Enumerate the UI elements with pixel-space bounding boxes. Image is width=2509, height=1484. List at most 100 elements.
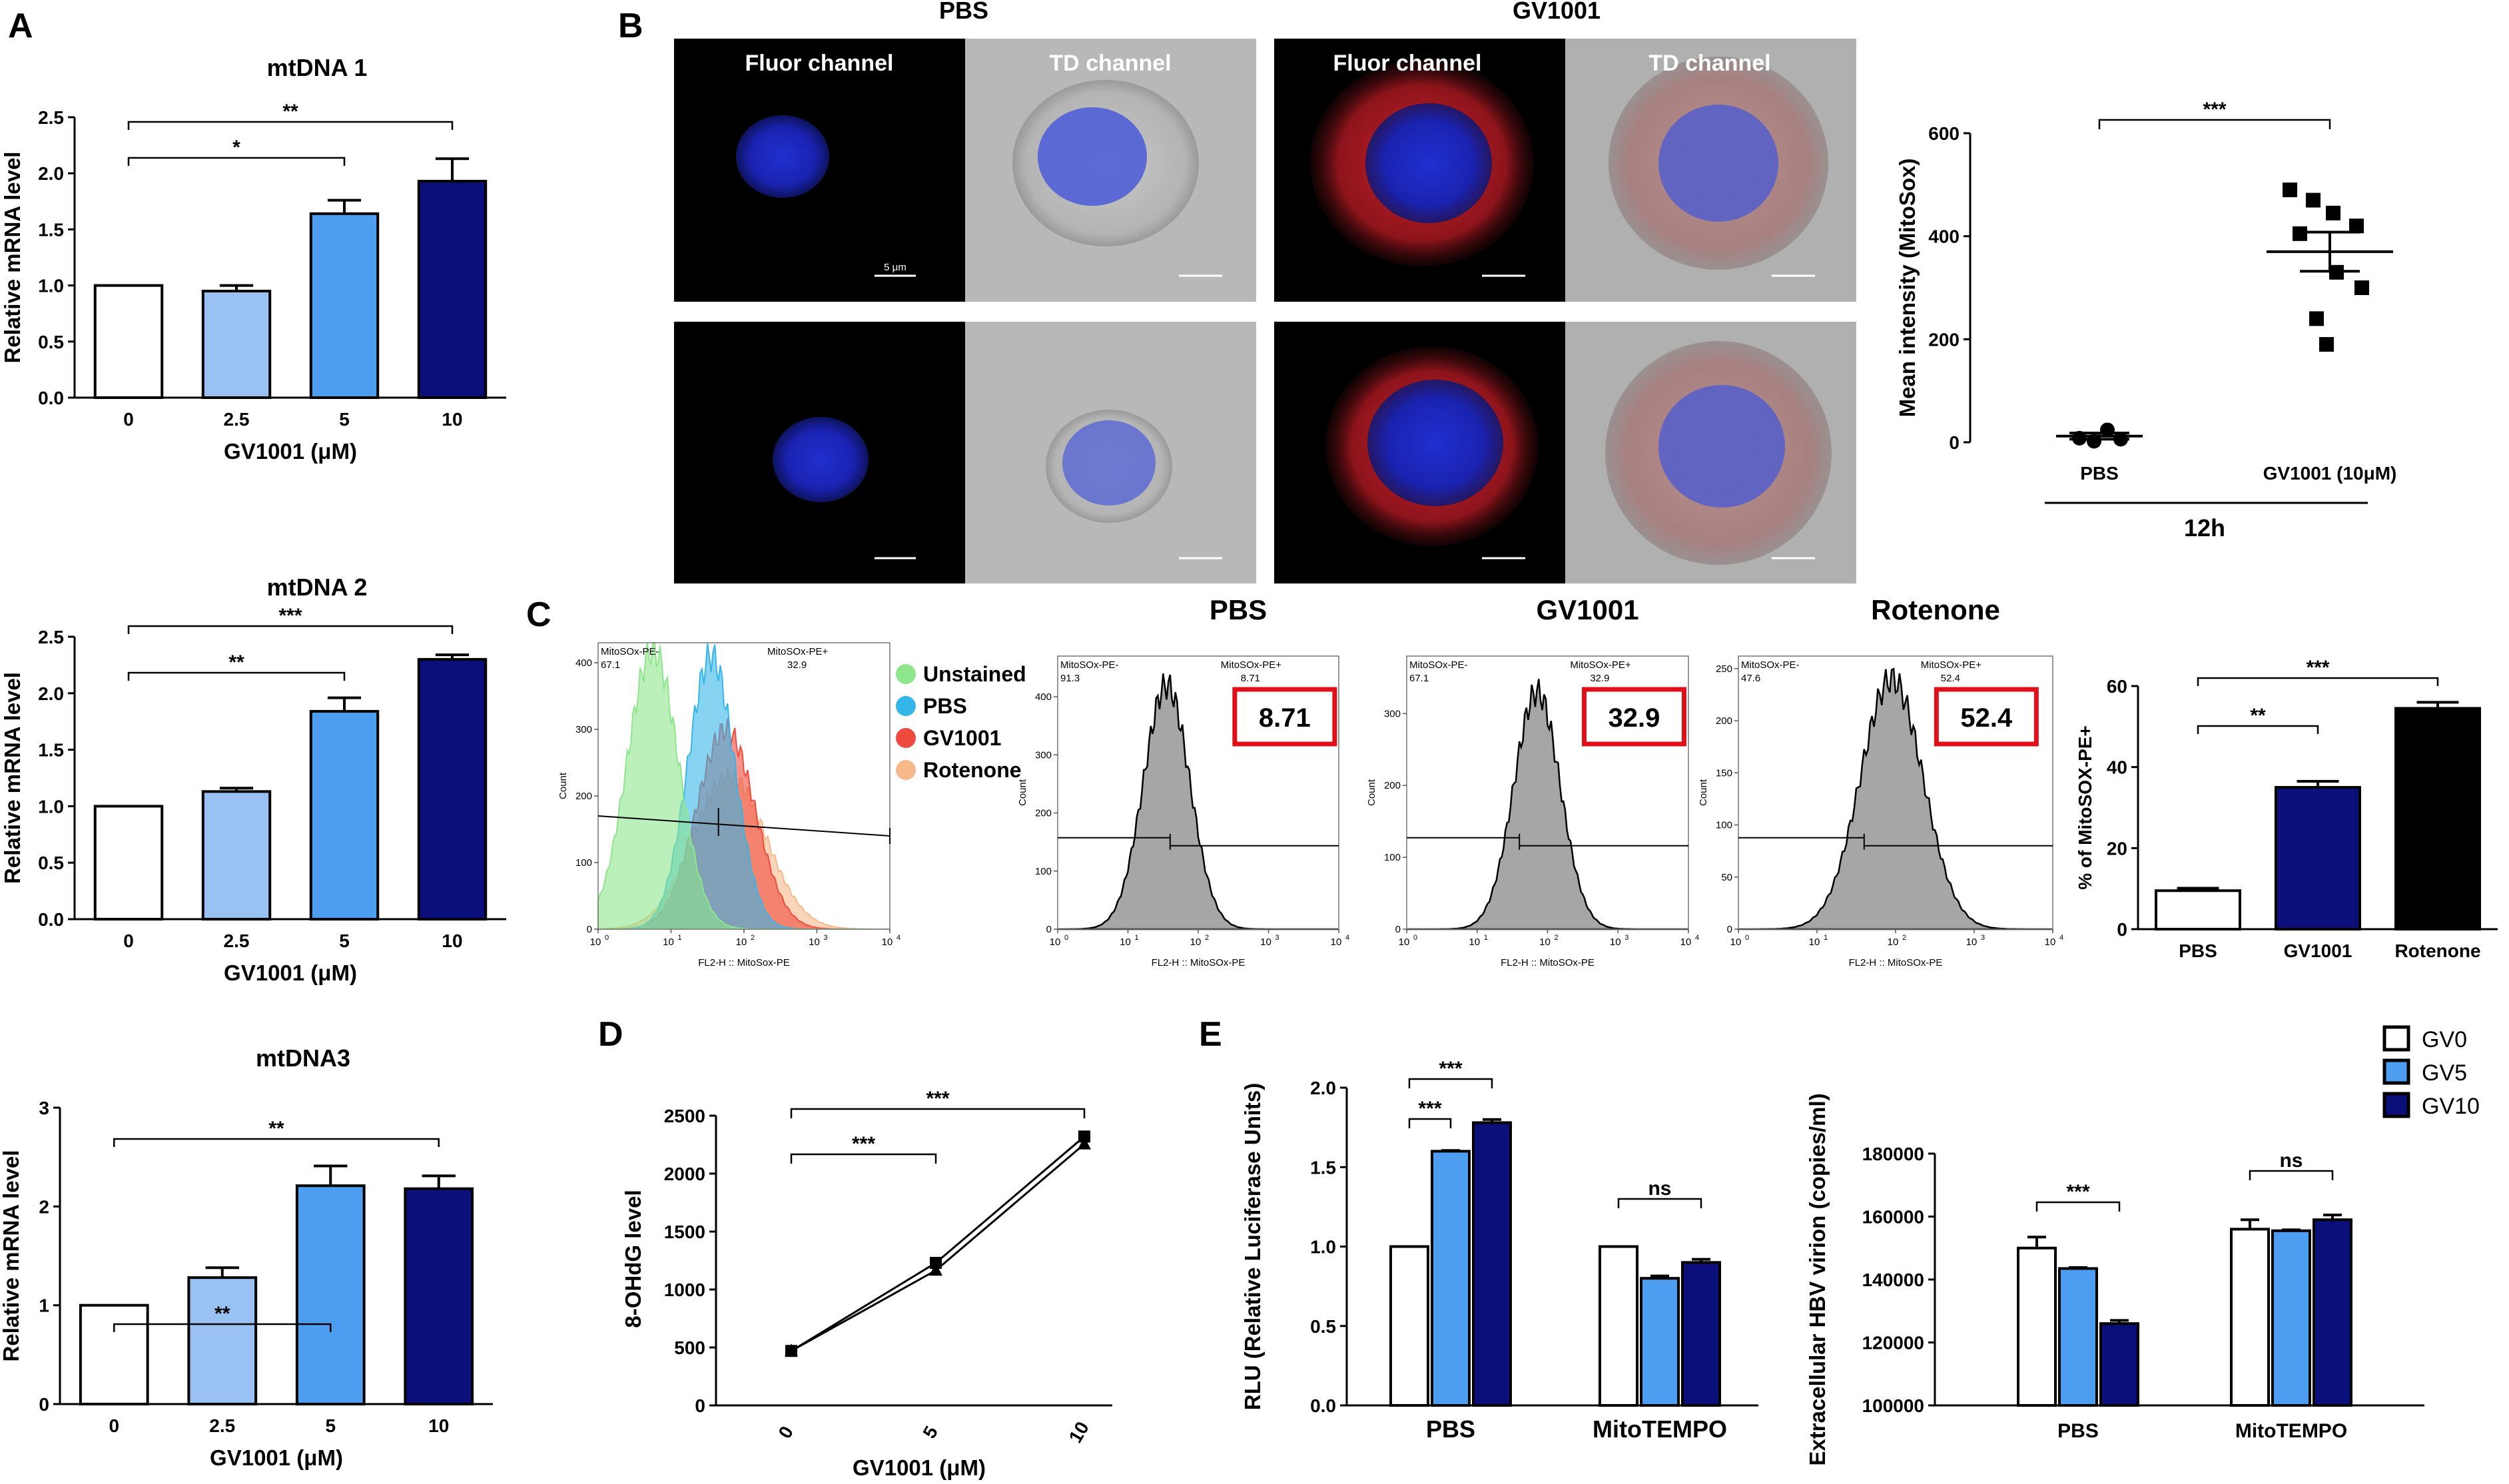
chart-title: mtDNA3 [256,1044,350,1072]
gate-right-label: MitoSOx-PE+ [1570,659,1631,671]
gate-left-value: 47.6 [1741,673,1760,684]
x-tick-exponent: 0 [1745,934,1749,942]
x-tick-exponent: 2 [751,934,755,942]
legend-label: GV0 [2422,1027,2467,1052]
y-tick-label: 500 [674,1337,705,1358]
highlight-value: 52.4 [1960,703,2013,733]
bar [201,790,272,921]
bar [79,1303,149,1405]
x-tick-label: 0 [774,1423,797,1442]
x-tick-label: 0 [123,409,134,430]
gate-right-label: MitoSOx-PE+ [767,646,829,657]
chart-title: GV1001 [1536,594,1638,625]
significance-bracket [1408,1118,1452,1128]
legend-label: GV5 [2422,1060,2467,1086]
y-tick-label: 100000 [1862,1395,1924,1416]
gate-line [597,815,891,837]
data-point [930,1256,942,1269]
chart-title: mtDNA 2 [267,573,368,601]
bar [93,805,164,921]
legend-label: GV1001 [923,726,1001,750]
bar-gv0 [1389,1245,1429,1407]
x-tick-label: 10 [1399,936,1410,948]
highlight-value: 8.71 [1259,703,1311,733]
y-tick-label: 0 [2117,919,2127,940]
bar [93,284,164,399]
gate-left-label: MitoSOx-PE- [1409,659,1468,671]
x-tick-label: 10 [590,936,601,948]
x-axis-label: GV1001 (μM) [853,1455,986,1480]
significance-label: *** [2203,99,2226,121]
legend-swatch [896,664,916,684]
x-tick-exponent: 2 [1902,934,1906,942]
y-tick-label: 1.0 [1310,1237,1336,1258]
y-tick-label: 0 [695,1395,705,1416]
label-fluor-1: Fluor channel [745,51,894,76]
x-tick-label: 10 [442,409,462,430]
x-tick-label: 10 [1730,936,1742,948]
significance-bracket [127,157,346,166]
x-tick-exponent: 4 [1695,934,1699,942]
x-tick-exponent: 1 [1484,934,1488,942]
panel-letter-e: E [1199,1015,1222,1054]
gate-right-value: 52.4 [1941,673,1960,684]
y-tick-label: 1.0 [38,276,64,296]
y-tick-label: 2.5 [38,627,64,647]
bar [2394,707,2481,931]
y-tick-label: 1000 [664,1280,705,1300]
significance-bracket [2098,119,2331,129]
x-tick-exponent: 4 [2059,934,2063,942]
significance-label: ** [228,651,244,673]
y-tick-label: 200 [575,791,592,802]
y-tick-label: 100 [1716,820,1732,831]
y-axis-label: Mean intensity (MitoSox) [1895,159,1920,418]
y-tick-label: 2 [39,1196,49,1217]
x-axis-label: GV1001 (μM) [210,1445,343,1470]
data-point [2354,280,2369,295]
x-tick-label: 10 [1050,936,1061,948]
significance-label: *** [2306,657,2329,679]
legend-label: Rotenone [923,758,1022,782]
x-tick-exponent: 2 [1205,934,1209,942]
significance-bracket [113,1323,332,1332]
y-tick-label: 0 [1046,924,1052,935]
x-tick-label: 2.5 [224,930,250,951]
x-axis-label: FL2-H :: MitoSOx-PE [1849,957,1943,968]
bar [295,1184,366,1406]
data-point [2087,434,2101,449]
chart-mtdna3: mtDNA3 0 2.5 5 10 0 1 2 3 GV1001 (μM) Relative mRN… [0,1044,493,1470]
bar-gv10 [1472,1121,1512,1407]
gate-right-value: 32.9 [787,659,807,671]
data-point [2349,218,2364,234]
x-tick-label: 5 [325,1415,336,1436]
x-tick-label: 10 [1469,936,1480,948]
y-axis-label: RLU (Relative Luciferase Units) [1240,1083,1265,1410]
x-tick-label: 10 [1888,936,1899,948]
y-tick-label: 50 [1721,872,1732,883]
x-category-label: PBS [2057,1420,2099,1442]
x-tick-label: 10 [428,1415,449,1436]
x-tick-label: GV1001 (10μM) [2263,463,2397,484]
highlight-value: 32.9 [1609,703,1660,733]
chart-title: mtDNA 1 [267,54,368,81]
y-tick-label: 100 [575,857,592,869]
micrograph-grid: PBS GV1001 Fluor channel 5 μm TD channel… [674,0,1856,583]
gate-left-label: MitoSOx-PE- [601,646,659,657]
y-tick-label: 200 [1035,808,1052,819]
x-tick-label: 10 [1539,936,1551,948]
y-tick-label: 1 [39,1296,49,1316]
gate-right-label: MitoSOx-PE+ [1221,659,1282,671]
y-tick-label: 0 [1395,924,1401,935]
significance-bracket [1617,1198,1702,1208]
gate-left-label: MitoSOx-PE- [1741,659,1800,671]
y-tick-label: 150 [1716,767,1732,779]
data-point [2293,226,2307,241]
gate-left-label: MitoSOx-PE- [1060,659,1119,671]
data-point [2326,205,2340,220]
legend-swatch [896,696,916,716]
legend-swatch [896,760,916,780]
y-axis-label: Relative mRNA level [0,152,25,364]
